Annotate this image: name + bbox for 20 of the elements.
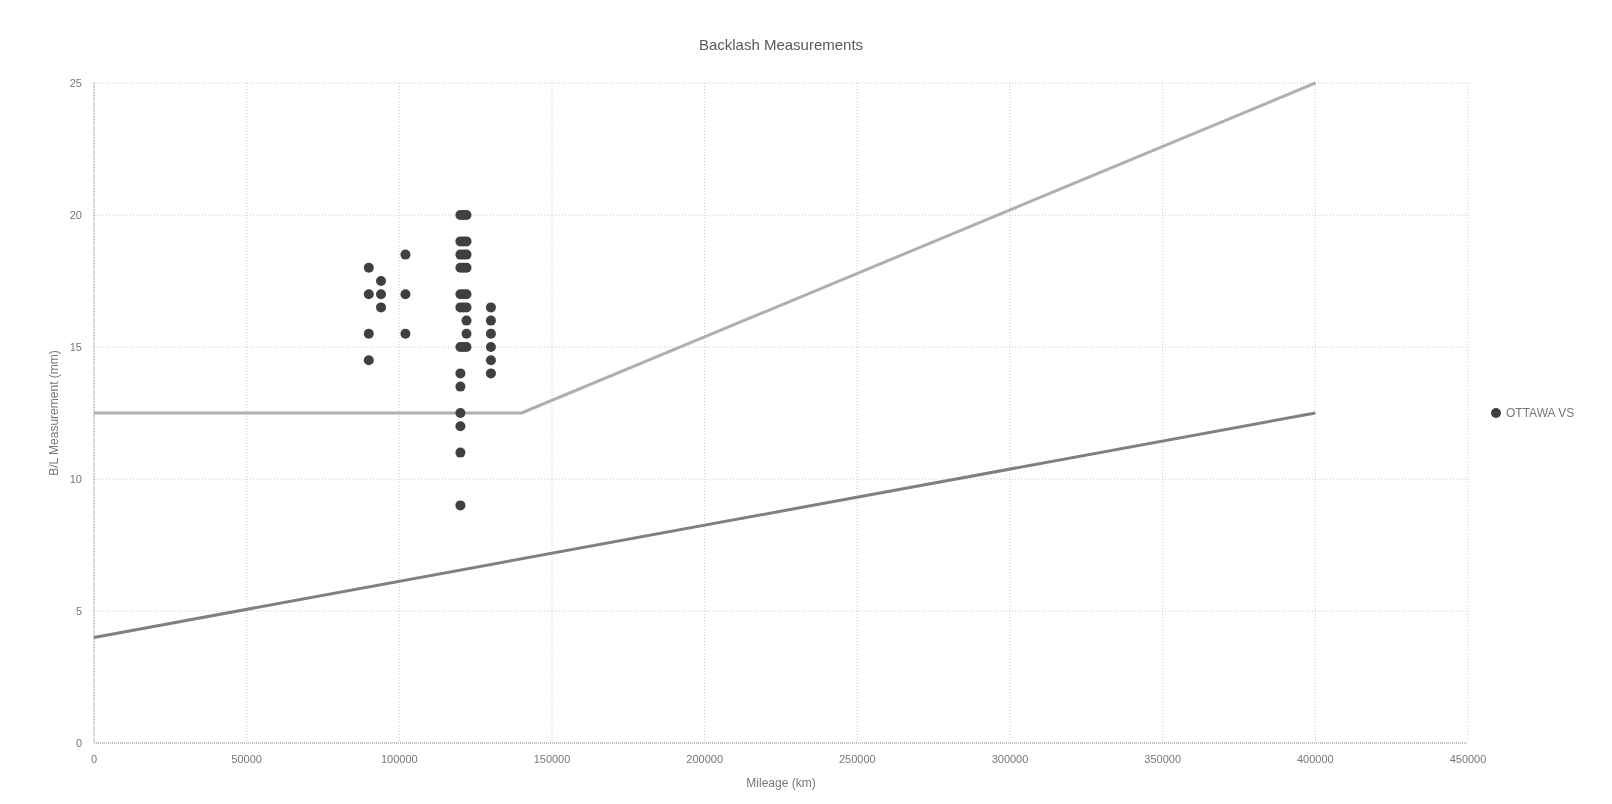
x-tick-label: 50000: [231, 753, 262, 765]
y-tick-label: 10: [69, 473, 82, 485]
x-tick-label: 100000: [380, 753, 418, 765]
x-tick-label: 300000: [991, 753, 1029, 765]
legend-label: OTTAWA VS: [1506, 406, 1575, 420]
x-tick-label: 450000: [1449, 753, 1487, 765]
x-tick-label: 250000: [838, 753, 876, 765]
y-tick-label: 20: [69, 209, 82, 221]
chart-title: Backlash Measurements: [698, 36, 864, 53]
y-tick-label: 25: [69, 77, 82, 89]
y-axis-title: B/L Measurement (mm): [47, 350, 61, 476]
y-tick-label: 5: [75, 605, 82, 617]
x-tick-label: 400000: [1296, 753, 1334, 765]
y-tick-label: 15: [69, 341, 82, 353]
x-tick-label: 150000: [533, 753, 571, 765]
x-tick-label: 350000: [1144, 753, 1182, 765]
x-tick-label: 200000: [686, 753, 724, 765]
y-tick-label: 0: [75, 737, 82, 749]
x-axis-title: Mileage (km): [746, 776, 816, 790]
x-tick-label: 0: [90, 753, 98, 765]
